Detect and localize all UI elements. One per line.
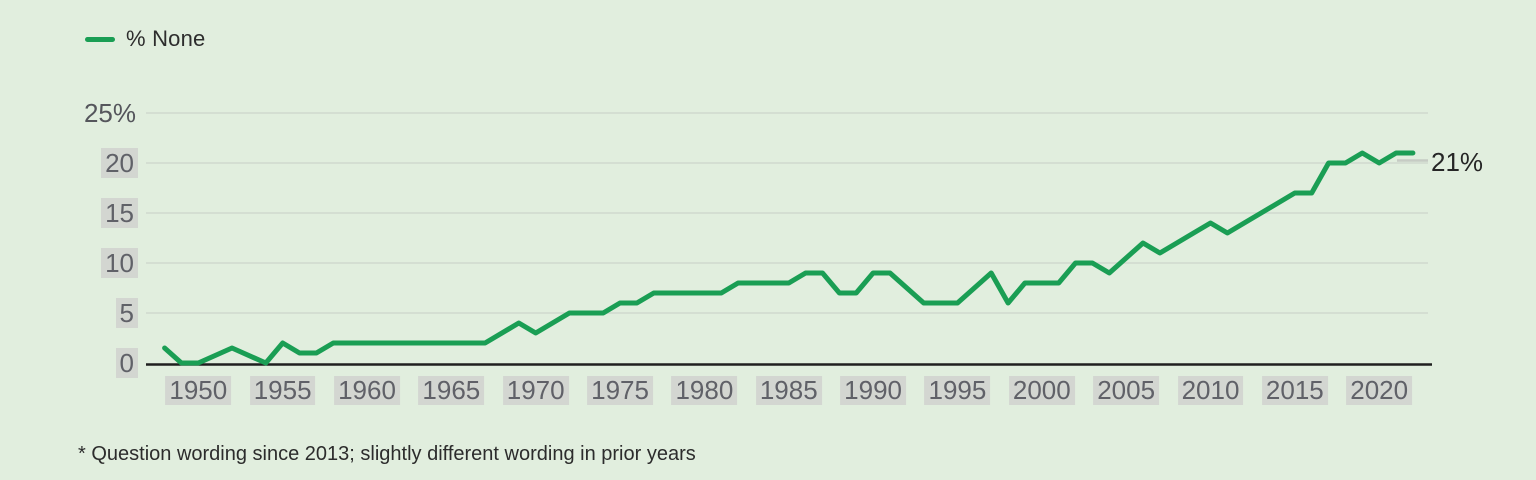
- x-tick-label-2020: 2020: [1346, 375, 1413, 406]
- y-tick-text: 10: [101, 248, 138, 278]
- x-tick-label-1990: 1990: [840, 375, 907, 406]
- x-tick-text: 1970: [502, 376, 569, 405]
- y-tick-text: 20: [101, 148, 138, 178]
- x-tick-text: 1965: [418, 376, 485, 405]
- x-tick-text: 1990: [840, 376, 907, 405]
- x-tick-label-1980: 1980: [671, 375, 738, 406]
- y-tick-label-20: 20: [0, 147, 138, 179]
- x-tick-label-1960: 1960: [334, 375, 400, 406]
- end-value-label: 21%: [1431, 147, 1484, 177]
- x-tick-label-1970: 1970: [502, 375, 569, 406]
- x-tick-text: 2000: [1008, 376, 1075, 405]
- x-tick-text: 1980: [671, 376, 738, 405]
- legend-label: % None: [126, 26, 206, 51]
- x-tick-text: 1985: [755, 376, 822, 405]
- x-tick-label-2000: 2000: [1008, 375, 1075, 406]
- x-tick-text: 2020: [1346, 376, 1413, 405]
- x-tick-label-1975: 1975: [587, 375, 653, 406]
- y-tick-label-10: 10: [0, 247, 138, 279]
- y-tick-text: 25%: [83, 98, 136, 128]
- footnote-text: * Question wording since 2013; slightly …: [78, 443, 696, 465]
- x-tick-text: 1960: [334, 376, 400, 405]
- x-tick-label-1965: 1965: [418, 375, 485, 406]
- x-tick-label-2010: 2010: [1177, 375, 1244, 406]
- y-tick-label-0: 0: [0, 347, 138, 379]
- y-tick-text: 15: [101, 198, 138, 228]
- legend: % None: [85, 26, 205, 52]
- y-tick-label-5: 5: [0, 297, 138, 329]
- x-tick-label-2015: 2015: [1261, 375, 1328, 406]
- x-tick-text: 2010: [1177, 376, 1244, 405]
- x-tick-label-1995: 1995: [924, 375, 991, 406]
- x-tick-text: 1950: [165, 376, 232, 405]
- legend-line-swatch-icon: [85, 36, 115, 42]
- y-tick-label-25%: 25%: [0, 97, 138, 129]
- x-tick-text: 1995: [924, 376, 991, 405]
- x-tick-text: 1975: [587, 376, 653, 405]
- y-tick-text: 5: [115, 298, 138, 328]
- x-tick-label-1985: 1985: [755, 375, 822, 406]
- series-line-none: [162, 150, 1416, 366]
- x-tick-label-1955: 1955: [249, 375, 316, 406]
- x-tick-label-2005: 2005: [1093, 375, 1160, 406]
- y-tick-label-15: 15: [0, 197, 138, 229]
- y-tick-text: 0: [115, 348, 138, 378]
- x-tick-text: 2015: [1261, 376, 1328, 405]
- x-tick-text: 1955: [249, 376, 316, 405]
- x-tick-text: 2005: [1093, 376, 1160, 405]
- x-tick-label-1950: 1950: [165, 375, 232, 406]
